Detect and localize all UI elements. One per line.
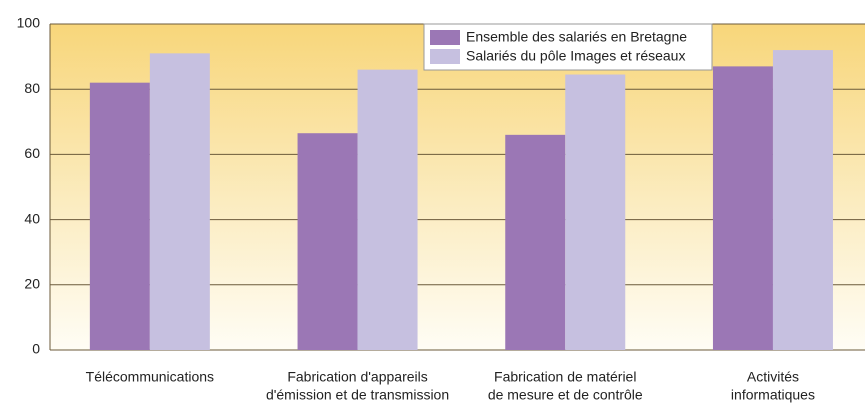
y-tick-label: 0 [32,341,40,357]
x-tick-label: Fabrication de matériel [494,369,636,385]
bar [357,69,418,350]
bar [505,134,566,350]
x-tick-label: Activités [747,369,799,385]
y-tick-label: 60 [24,145,40,161]
bar [712,66,773,350]
bar [149,53,210,351]
x-tick-label: Télécommunications [86,369,214,385]
legend-label: Ensemble des salariés en Bretagne [466,29,687,45]
legend-box [423,23,713,71]
bar [565,74,626,350]
legend-swatch [430,30,460,45]
y-tick-label: 80 [24,80,40,96]
y-tick-label: 40 [24,210,40,226]
bar [89,82,150,351]
x-tick-label: de mesure et de contrôle [488,387,643,403]
x-tick-label: d'émission et de transmission [266,387,449,403]
legend-label: Salariés du pôle Images et réseaux [466,48,685,64]
legend-swatch [430,49,460,64]
y-tick-label: 20 [24,276,40,292]
bar [772,50,833,351]
x-tick-label: Fabrication d'appareils [287,369,427,385]
x-tick-label: informatiques [731,387,815,403]
y-tick-label: 100 [17,15,41,31]
bar [297,133,358,350]
